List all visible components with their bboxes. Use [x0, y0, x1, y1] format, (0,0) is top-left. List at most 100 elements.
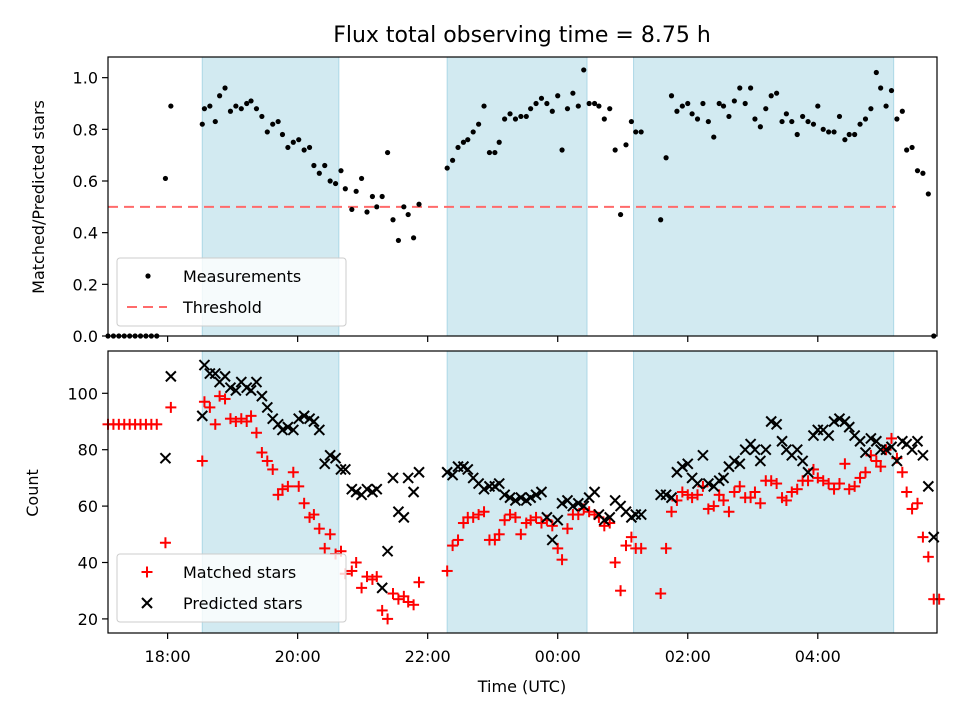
y-tick-label: 20 — [78, 610, 98, 629]
matched-star-point — [447, 540, 459, 552]
measurement-point — [591, 100, 598, 107]
measurement-point — [836, 113, 843, 120]
predicted-star-point — [198, 359, 211, 371]
x-marker-b — [267, 412, 279, 425]
x-marker-b — [303, 412, 316, 425]
measurement-point — [575, 103, 581, 109]
matched-star-point — [718, 494, 730, 506]
measurement-point — [285, 144, 291, 151]
measurement-point — [668, 93, 675, 99]
predicted-star-point — [398, 511, 410, 524]
measurement-point — [800, 113, 806, 120]
matched-star-point — [734, 480, 746, 492]
measurement-point — [275, 118, 281, 125]
y-tick-label: 0.8 — [73, 120, 98, 139]
matched-star-point — [241, 416, 253, 427]
x-marker-b — [245, 384, 257, 397]
matched-star-point — [823, 478, 835, 490]
predicted-star-point — [298, 410, 310, 422]
predicted-star-point — [335, 463, 347, 476]
measurement-point — [405, 211, 411, 218]
measurement-point — [607, 106, 613, 112]
predicted-star-point — [530, 489, 542, 501]
predicted-star-point — [250, 376, 263, 388]
measurement-point — [248, 98, 254, 104]
predicted-star-point — [371, 483, 383, 495]
predicted-star-point — [598, 514, 611, 526]
predicted-star-point — [407, 486, 420, 498]
measurement-point — [270, 121, 276, 127]
matched-star-point — [870, 455, 882, 467]
x-marker-b — [691, 477, 704, 490]
measurement-point — [379, 193, 385, 200]
predicted-star-point — [843, 421, 855, 433]
y-tick-label: 60 — [78, 497, 98, 516]
x-tick-label: 18:00 — [145, 647, 191, 666]
measurement-point — [486, 149, 493, 156]
predicted-star-point — [498, 489, 511, 501]
measurement-point — [663, 155, 669, 161]
matched-star-point — [713, 489, 725, 501]
top-y-axis-label: Matched/Predicted stars — [29, 100, 48, 294]
predicted-star-point — [556, 497, 568, 509]
matched-star-point — [625, 531, 637, 543]
matched-star-point — [901, 486, 913, 498]
x-marker-b — [665, 491, 678, 504]
x-marker-b — [530, 489, 542, 501]
predicted-star-point — [504, 491, 516, 504]
bottom-y-ticks: 20 40 60 80 100 — [67, 384, 108, 629]
matched-star-point — [382, 613, 394, 625]
measurement-point — [416, 201, 422, 207]
measurement-point — [617, 211, 624, 218]
matched-star-point — [509, 511, 521, 523]
y-tick-label: 0.6 — [73, 172, 98, 191]
x-marker-b — [593, 508, 605, 521]
measurement-point — [716, 100, 722, 107]
matched-star-point — [635, 542, 647, 554]
measurement-point — [227, 108, 234, 114]
predicted-star-point — [159, 452, 172, 464]
measurement-point — [774, 90, 780, 96]
x-marker-b — [478, 483, 490, 495]
top-x-ticks — [167, 336, 819, 342]
shaded-interval — [633, 350, 895, 634]
x-marker-b — [906, 443, 918, 456]
matched-star-point — [655, 588, 667, 600]
y-tick-label: 40 — [78, 554, 98, 573]
matched-star-point — [452, 534, 464, 546]
predicted-star-point — [697, 449, 709, 462]
measurement-point — [512, 116, 519, 122]
measurement-point — [476, 121, 482, 127]
x-marker-b — [578, 500, 590, 512]
matched-star-point — [408, 599, 420, 611]
matched-star-point — [319, 542, 331, 554]
x-marker-b — [546, 534, 559, 546]
bottom-panel: 20 40 60 80 100 18:00 20:00 22:00 00:00 02:00 04:… — [23, 350, 945, 696]
x-marker-b — [854, 435, 866, 447]
measurement-point — [358, 175, 365, 182]
measurement-point — [374, 204, 380, 210]
y-tick-label: 1.0 — [73, 69, 98, 88]
predicted-star-point — [578, 500, 590, 512]
matched-star-point — [917, 531, 929, 543]
x-marker-b — [682, 458, 694, 470]
matched-star-point — [282, 480, 294, 492]
bottom-axes-frame — [107, 350, 938, 634]
measurement-point — [700, 100, 706, 107]
predicted-star-point — [165, 370, 177, 383]
x-marker-b — [346, 483, 358, 495]
measurement-point — [685, 100, 691, 107]
measurement-point — [815, 103, 821, 109]
x-marker-b — [493, 477, 505, 490]
x-marker-b — [219, 370, 231, 383]
matched-star-point — [493, 528, 505, 540]
measurement-point — [401, 204, 407, 210]
x-axis-label: Time (UTC) — [477, 677, 566, 696]
predicted-star-point — [524, 491, 537, 504]
predicted-star-point — [462, 463, 474, 476]
x-marker-b — [361, 483, 373, 495]
top-y-ticks: 0.0 0.2 0.4 0.6 0.8 1.0 — [73, 69, 108, 346]
x-marker-b — [598, 514, 611, 526]
x-marker-b — [329, 452, 342, 464]
